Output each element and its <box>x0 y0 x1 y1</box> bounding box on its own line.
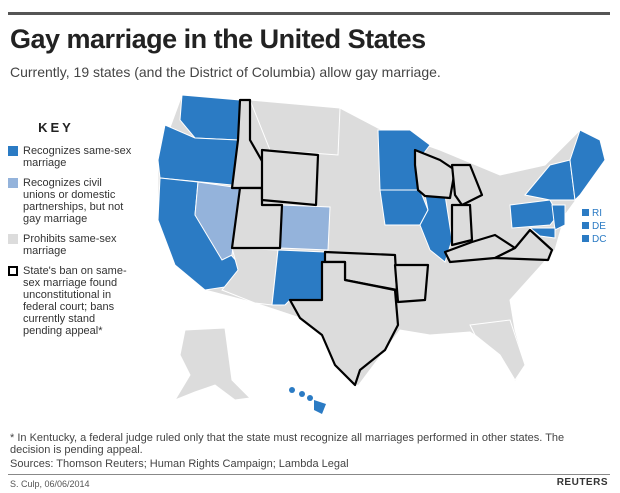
small-state-label: DE <box>592 221 606 232</box>
legend-swatch <box>8 178 18 188</box>
new-jersey <box>551 204 566 231</box>
legend-swatch <box>8 266 18 276</box>
maryland <box>528 227 556 239</box>
small-state-label: DC <box>592 234 606 245</box>
legend-swatch <box>8 234 18 244</box>
legend-label: Recognizes same-sex marriage <box>23 145 132 169</box>
pennsylvania <box>509 199 559 229</box>
legend-swatch <box>8 146 18 156</box>
small-state-box <box>582 209 589 216</box>
island <box>289 387 295 393</box>
legend-item: Recognizes civil unions or domestic part… <box>8 177 148 225</box>
footnote: * In Kentucky, a federal judge ruled onl… <box>10 432 565 456</box>
texas <box>288 260 400 387</box>
legend-label: State's ban on same-sex marriage found u… <box>23 265 127 337</box>
legend-title: KEY <box>38 120 74 135</box>
bottom-rule <box>8 474 610 475</box>
legend-label: Recognizes civil unions or domestic part… <box>23 177 124 225</box>
arkansas <box>393 263 430 304</box>
credit: S. Culp, 06/06/2014 <box>10 479 90 489</box>
sources: Sources: Thomson Reuters; Human Rights C… <box>10 458 349 470</box>
montana <box>249 99 341 156</box>
title: Gay marriage in the United States <box>10 24 426 54</box>
small-state-box <box>582 222 589 229</box>
small-state-box <box>582 235 589 242</box>
small-state-label: RI <box>592 208 602 219</box>
legend-label: Prohibits same-sex marriage <box>23 233 117 257</box>
new-england <box>569 129 606 202</box>
alaska <box>173 327 252 402</box>
island <box>299 391 305 397</box>
top-rule <box>8 12 610 15</box>
island <box>314 400 326 414</box>
island <box>307 395 313 401</box>
brand: REUTERS <box>556 477 608 488</box>
legend-items: Recognizes same-sex marriage Recognizes c… <box>8 145 148 337</box>
illinois <box>419 194 453 263</box>
legend-item: Recognizes same-sex marriage <box>8 145 148 169</box>
hawaii <box>289 387 326 414</box>
legend: KEY Recognizes same-sex marriage Recogniz… <box>8 120 148 345</box>
colorado <box>279 204 331 251</box>
michigan <box>450 163 484 207</box>
virginia <box>493 228 554 262</box>
legend-item: Prohibits same-sex marriage <box>8 233 148 257</box>
iowa <box>379 189 429 226</box>
indiana <box>450 203 474 247</box>
wisconsin <box>413 148 457 200</box>
new-mexico <box>271 249 326 306</box>
florida <box>469 319 526 381</box>
wyoming <box>260 148 320 207</box>
legend-item: State's ban on same-sex marriage found u… <box>8 265 148 337</box>
small-states: RI DE DC <box>582 208 606 245</box>
subtitle: Currently, 19 states (and the District o… <box>10 64 441 80</box>
